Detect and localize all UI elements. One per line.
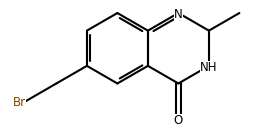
Text: O: O [174, 114, 183, 127]
Text: N: N [174, 8, 183, 21]
Text: NH: NH [200, 61, 218, 74]
Text: Br: Br [13, 96, 26, 109]
